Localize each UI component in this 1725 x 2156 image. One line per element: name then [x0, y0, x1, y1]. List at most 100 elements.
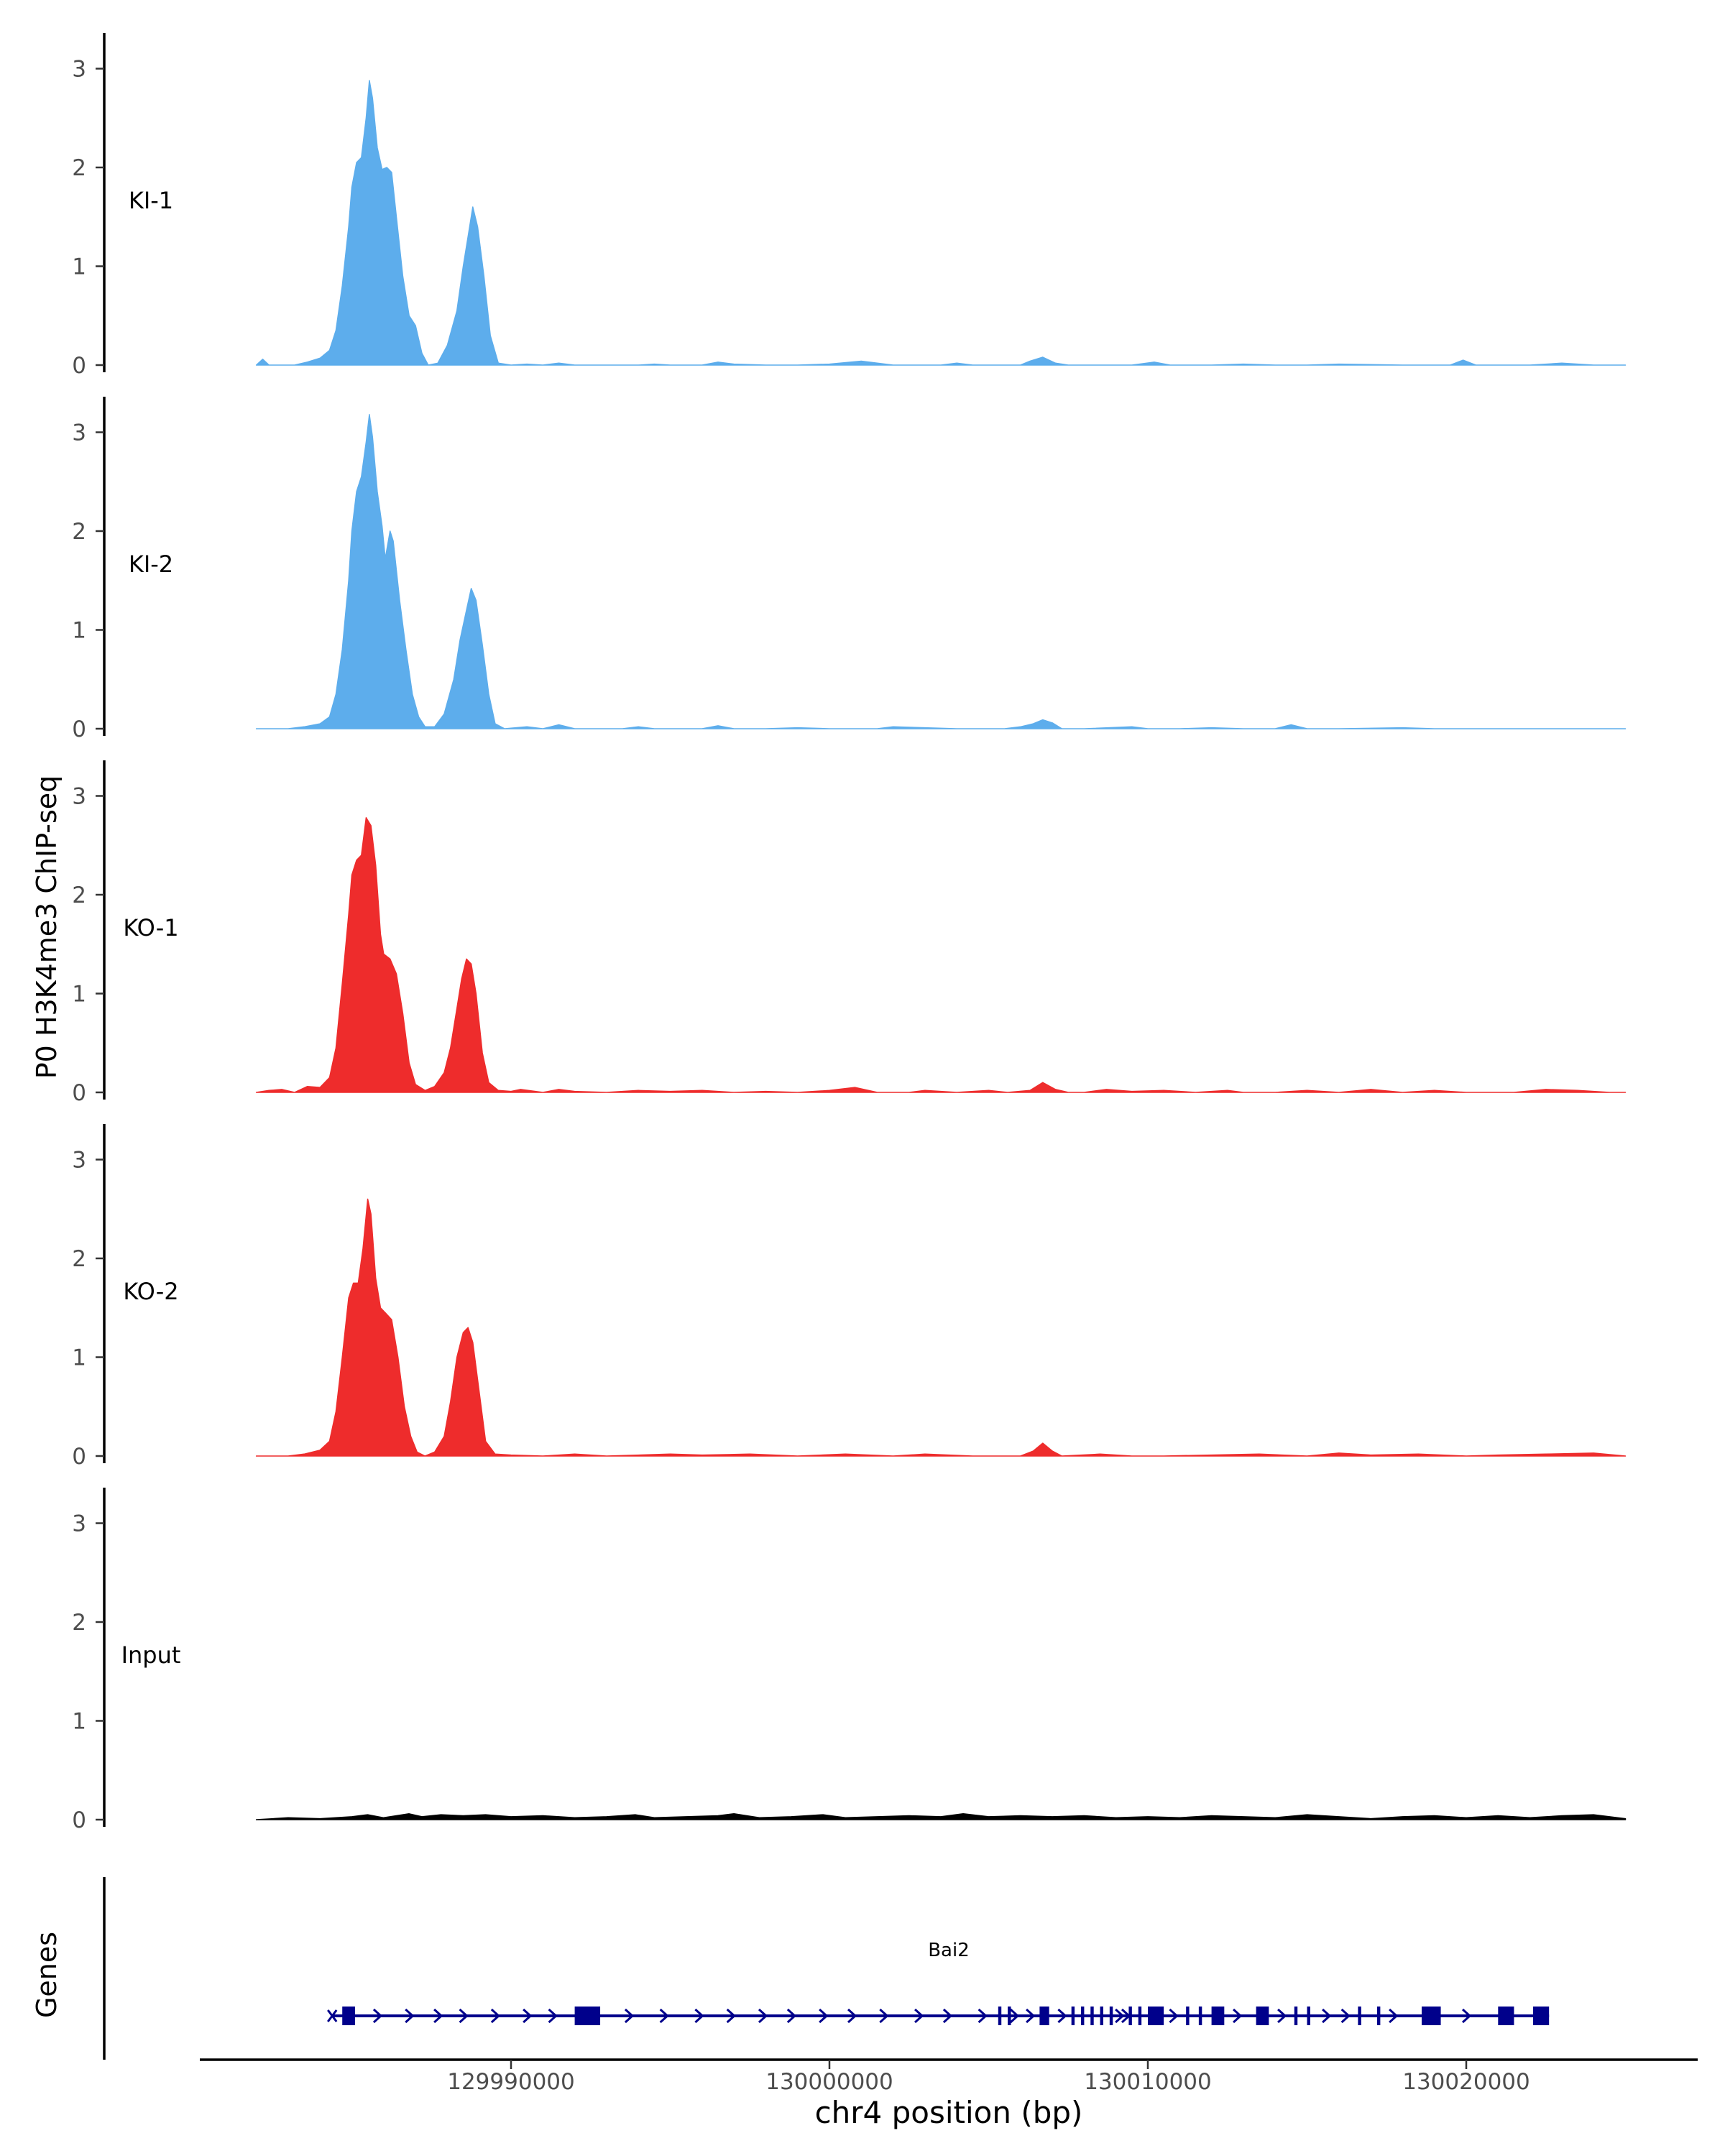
y-axis-title: P0 H3K4me3 ChIP-seq: [31, 775, 63, 1079]
track-label: KO-2: [123, 1278, 178, 1305]
strand-arrow: [459, 2008, 469, 2024]
strand-arrow: [942, 2008, 953, 2024]
genes-track-label: Genes: [31, 1932, 63, 2018]
strand-arrow: [978, 2008, 988, 2024]
y-tick-label: 1: [72, 1709, 86, 1735]
signal-area: [255, 1198, 1627, 1457]
strand-arrow: [758, 2008, 768, 2024]
strand-arrow: [1461, 2008, 1472, 2024]
exon: [1498, 2007, 1514, 2025]
y-tick-label: 0: [72, 353, 86, 379]
track-ko-1: 0 1 2 3 KO-1: [72, 760, 1627, 1106]
strand-arrow: [1277, 2008, 1287, 2024]
x-tick-label: 130010000: [1084, 2069, 1212, 2095]
strand-arrow: [624, 2008, 635, 2024]
y-tick-label: 3: [72, 1148, 86, 1174]
exon: [1100, 2007, 1103, 2025]
exon: [1109, 2007, 1113, 2025]
y-tick-label: 2: [72, 155, 86, 181]
exon: [1090, 2007, 1094, 2025]
strand-arrow: [1233, 2008, 1243, 2024]
exon: [1071, 2007, 1075, 2025]
y-tick-label: 1: [72, 1345, 86, 1371]
track-input: 0 1 2 3 Input: [72, 1488, 1627, 1833]
y-tick-label: 2: [72, 1246, 86, 1272]
strand-arrow: [1389, 2008, 1399, 2024]
gene-name-label: Bai2: [928, 1940, 970, 1961]
x-axis-title: chr4 position (bp): [815, 2095, 1083, 2130]
strand-arrow: [548, 2008, 558, 2024]
y-tick-label: 3: [72, 784, 86, 810]
exon: [1080, 2007, 1085, 2025]
exon: [574, 2007, 601, 2025]
strand-arrow: [372, 2008, 383, 2024]
track-label: KI-1: [129, 187, 173, 214]
track-label: KI-2: [129, 550, 173, 578]
strand-arrow: [490, 2008, 501, 2024]
strand-arrow: [1057, 2008, 1067, 2024]
y-tick-label: 0: [72, 1444, 86, 1470]
exon: [342, 2007, 355, 2025]
y-tick-label: 2: [72, 519, 86, 545]
signal-area: [255, 817, 1627, 1093]
gene-annotation-track: Bai2: [103, 1877, 1550, 2060]
strand-arrow: [847, 2008, 857, 2024]
exon: [1128, 2007, 1132, 2025]
y-tick-label: 0: [72, 1807, 86, 1833]
tss-mark: [327, 2009, 338, 2022]
exon: [1307, 2007, 1310, 2025]
track-label: Input: [121, 1641, 181, 1669]
track-ko-2: 0 1 2 3 KO-2: [72, 1124, 1627, 1470]
y-tick-label: 2: [72, 1610, 86, 1636]
strand-arrow: [914, 2008, 924, 2024]
y-tick-label: 2: [72, 883, 86, 908]
exon: [1039, 2007, 1049, 2025]
strand-arrow: [1340, 2008, 1351, 2024]
y-tick-label: 1: [72, 254, 86, 280]
y-tick-label: 1: [72, 982, 86, 1008]
y-tick-label: 3: [72, 420, 86, 446]
x-tick-label: 130000000: [765, 2069, 893, 2095]
exon: [1198, 2007, 1202, 2025]
y-tick-label: 3: [72, 1511, 86, 1537]
exon: [1376, 2007, 1381, 2025]
strand-arrow: [523, 2008, 533, 2024]
track-label: KO-1: [123, 914, 178, 941]
strand-arrow: [694, 2008, 704, 2024]
track-ki-1: 0 1 2 3 KI-1: [72, 33, 1627, 379]
strand-arrow: [879, 2008, 889, 2024]
strand-arrow: [726, 2008, 736, 2024]
strand-arrow: [819, 2008, 829, 2024]
strand-arrow: [1169, 2008, 1179, 2024]
track-ki-2: 0 1 2 3 KI-2: [72, 397, 1627, 742]
signal-area: [255, 414, 1627, 729]
exon: [1256, 2007, 1269, 2025]
exon: [1533, 2007, 1550, 2025]
strand-arrow: [405, 2008, 415, 2024]
strand-arrow: [1115, 2008, 1125, 2024]
x-axis: 129990000 130000000 130010000 130020000: [200, 2058, 1698, 2095]
exon: [1294, 2007, 1298, 2025]
y-tick-label: 1: [72, 618, 86, 644]
exon: [1186, 2007, 1190, 2025]
exon: [998, 2007, 1002, 2025]
strand-arrow: [786, 2008, 797, 2024]
strand-arrow: [1322, 2008, 1332, 2024]
signal-area: [255, 80, 1627, 366]
x-tick-label: 130020000: [1402, 2069, 1530, 2095]
strand-arrow: [659, 2008, 669, 2024]
exon: [1138, 2007, 1142, 2025]
strand-arrow: [1009, 2008, 1020, 2024]
y-tick-label: 3: [72, 57, 86, 83]
exon: [1358, 2007, 1361, 2025]
exon: [1421, 2007, 1441, 2025]
y-tick-label: 0: [72, 717, 86, 742]
exon: [1008, 2007, 1011, 2025]
chip-seq-tracks: 0 1 2 3 KI-1 0 1 2 3 KI-2 0 1 2 3 KO-1 0 1 2 3 KO-2 0 1 2 3 Inpu…: [72, 33, 1627, 1833]
strand-arrow: [433, 2008, 443, 2024]
strand-arrow: [1026, 2008, 1036, 2024]
exon: [1148, 2007, 1164, 2025]
signal-area: [255, 1813, 1627, 1820]
x-tick-label: 129990000: [447, 2069, 575, 2095]
